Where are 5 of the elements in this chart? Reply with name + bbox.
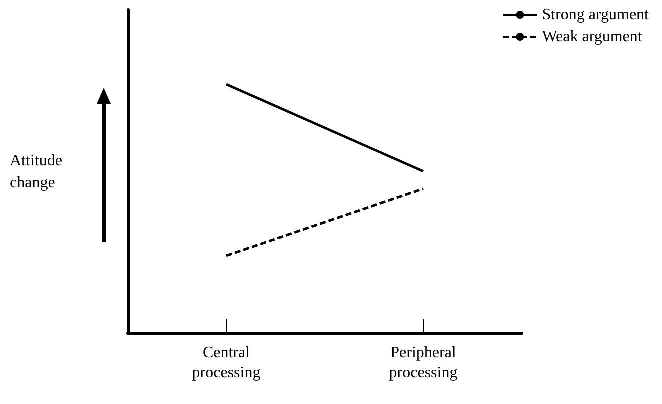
y-axis-title: Attitude change — [10, 152, 66, 192]
x-tick-label: Peripheral processing — [389, 344, 458, 382]
legend-label: Weak argument — [542, 28, 643, 46]
legend-label: Strong argument — [542, 6, 650, 24]
x-tick-label: Central processing — [192, 344, 261, 382]
